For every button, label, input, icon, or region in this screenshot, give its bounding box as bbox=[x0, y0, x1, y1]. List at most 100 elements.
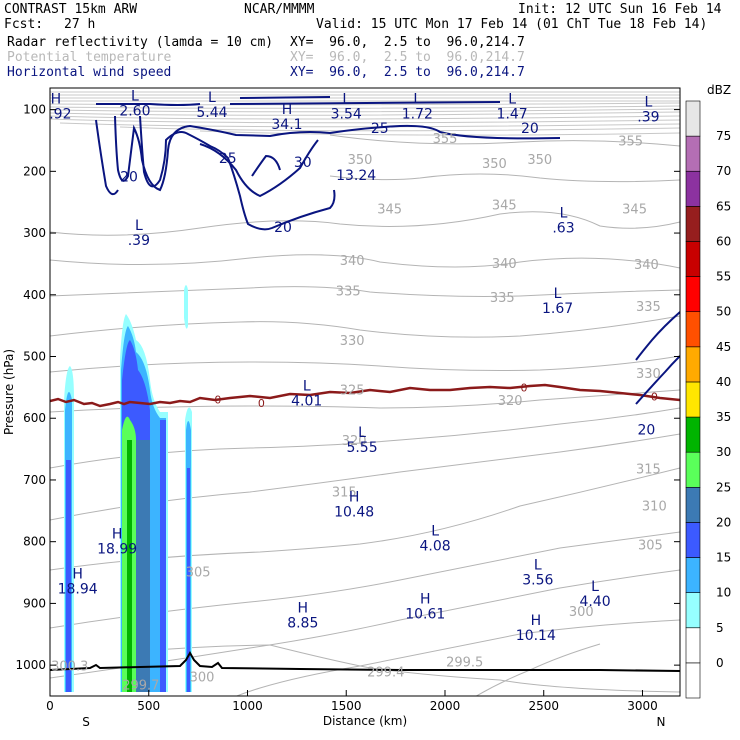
theta-label: 305 bbox=[186, 566, 211, 581]
x-tick-label: 500 bbox=[137, 699, 160, 713]
x-tick-label: 0 bbox=[46, 699, 54, 713]
extremum-value: 4.08 bbox=[420, 539, 451, 555]
extremum-marker: H bbox=[298, 601, 309, 617]
upper-theta-band bbox=[50, 91, 680, 136]
theta-contours bbox=[50, 134, 680, 696]
extremum-value: 1.67 bbox=[542, 301, 573, 317]
theta-labels: 355 355 350 350 350 345 345 345 340 340 340 335 335 3… bbox=[51, 132, 667, 693]
extremum-value: 10.61 bbox=[405, 606, 445, 622]
wind-speed-contours bbox=[95, 96, 680, 405]
organization: NCAR/MMMM bbox=[244, 2, 315, 17]
extremum-value: 4.01 bbox=[291, 393, 322, 409]
theta-label: 350 bbox=[482, 157, 507, 172]
extremum-marker: L bbox=[131, 88, 139, 104]
freezing-labels: 0 0 0 0 bbox=[214, 381, 657, 409]
forecast-label: Fcst: bbox=[4, 17, 44, 32]
extremum-value: 4.92 bbox=[40, 106, 71, 122]
y-tick-label: 600 bbox=[23, 411, 46, 425]
x-tick-label: 2500 bbox=[528, 699, 559, 713]
colorbar-swatch bbox=[685, 276, 701, 313]
wind-label: 20 bbox=[521, 121, 539, 137]
freezing-level-line bbox=[50, 383, 680, 408]
theta-label: 340 bbox=[634, 258, 659, 273]
extremum-marker: H bbox=[51, 91, 62, 107]
colorbar-tick-label: 5 bbox=[716, 621, 724, 635]
field-reflectivity-name: Radar reflectivity (lamda = 10 cm) bbox=[7, 35, 274, 50]
y-tick-label: 800 bbox=[23, 535, 46, 549]
theta-label: 299.5 bbox=[446, 656, 483, 671]
extremum-marker: L bbox=[413, 91, 421, 107]
x-tick-label: 1000 bbox=[232, 699, 263, 713]
extremum-marker: H bbox=[112, 527, 123, 543]
extremum-value: 8.85 bbox=[287, 616, 318, 632]
extremum-value: 5.44 bbox=[196, 105, 227, 121]
extremum-marker: L bbox=[303, 378, 311, 394]
plot-frame bbox=[49, 87, 681, 697]
x-tick-label: 1500 bbox=[331, 699, 362, 713]
wind-label: 20 bbox=[274, 220, 292, 236]
forecast-hours: 27 h bbox=[64, 17, 96, 32]
extremum-value: 13.24 bbox=[336, 168, 376, 184]
colorbar-tick-label: 70 bbox=[716, 164, 731, 178]
theta-label: 299.7 bbox=[122, 679, 159, 694]
extremum-marker: L bbox=[431, 524, 439, 540]
y-tick-label: 900 bbox=[23, 596, 46, 610]
colorbar-tick-label: 10 bbox=[716, 586, 731, 600]
theta-label: 300.3 bbox=[51, 659, 88, 674]
freezing-label: 0 bbox=[520, 381, 527, 394]
colorbar-unit: dBZ bbox=[707, 83, 731, 97]
extremum-marker: L bbox=[208, 90, 216, 106]
y-tick-label: 500 bbox=[23, 350, 46, 364]
extremum-value: 10.14 bbox=[516, 628, 556, 644]
extremum-value: 18.94 bbox=[58, 582, 98, 598]
extremum-marker: H bbox=[531, 613, 542, 629]
theta-label: 355 bbox=[433, 132, 458, 147]
extremum-value: .39 bbox=[128, 233, 150, 249]
extremum-value: 1.47 bbox=[497, 106, 528, 122]
theta-label: 345 bbox=[492, 198, 517, 213]
theta-label: 300 bbox=[569, 605, 594, 620]
colorbar-tick-label: 25 bbox=[716, 480, 731, 494]
wind-label: 25 bbox=[219, 151, 237, 167]
extremum-marker: L bbox=[644, 95, 652, 111]
colorbar-swatch bbox=[685, 135, 701, 172]
theta-label: 305 bbox=[638, 538, 663, 553]
extremum-marker: L bbox=[508, 91, 516, 107]
colorbar-tick-label: 0 bbox=[716, 656, 724, 670]
theta-label: 320 bbox=[498, 394, 523, 409]
theta-label: 335 bbox=[336, 285, 361, 300]
x-tick-label: 2000 bbox=[430, 699, 461, 713]
field-wind-xy: XY= 96.0, 2.5 to 96.0,214.7 bbox=[290, 65, 525, 80]
colorbar-tick-label: 30 bbox=[716, 445, 731, 459]
extremum-value: 4.40 bbox=[579, 594, 610, 610]
extremum-marker: L bbox=[554, 286, 562, 302]
theta-label: 315 bbox=[332, 485, 357, 500]
colorbar-swatch bbox=[685, 346, 701, 383]
extremum-marker: L bbox=[358, 425, 366, 441]
field-wind-name: Horizontal wind speed bbox=[7, 65, 172, 80]
colorbar-swatch bbox=[685, 100, 701, 137]
colorbar-swatch bbox=[685, 557, 701, 593]
theta-label: 325 bbox=[340, 383, 365, 398]
freezing-label: 0 bbox=[258, 397, 265, 410]
colorbar-swatch bbox=[685, 522, 701, 558]
colorbar-swatch bbox=[685, 170, 701, 207]
extremum-value: .63 bbox=[552, 221, 574, 237]
extremum-value: 3.54 bbox=[331, 106, 362, 122]
extremum-value: .39 bbox=[637, 110, 659, 126]
extremum-value: 10.48 bbox=[334, 505, 374, 521]
extremum-marker: H bbox=[349, 490, 360, 506]
extremum-marker: L bbox=[342, 91, 350, 107]
theta-label: 345 bbox=[622, 203, 647, 218]
colorbar-swatch bbox=[685, 486, 701, 523]
colorbar-swatch bbox=[685, 206, 701, 242]
wind-label: 25 bbox=[371, 121, 389, 137]
extremum-value: 2.60 bbox=[119, 103, 150, 119]
theta-label: 330 bbox=[636, 367, 661, 382]
wind-labels: 20 25 30 25 20 20 20 bbox=[120, 121, 655, 438]
extremum-value: 5.55 bbox=[346, 440, 377, 456]
theta-label: 335 bbox=[490, 291, 515, 306]
theta-label: 330 bbox=[340, 334, 365, 349]
y-tick-label: 400 bbox=[23, 288, 46, 302]
y-tick-label: 300 bbox=[23, 226, 46, 240]
